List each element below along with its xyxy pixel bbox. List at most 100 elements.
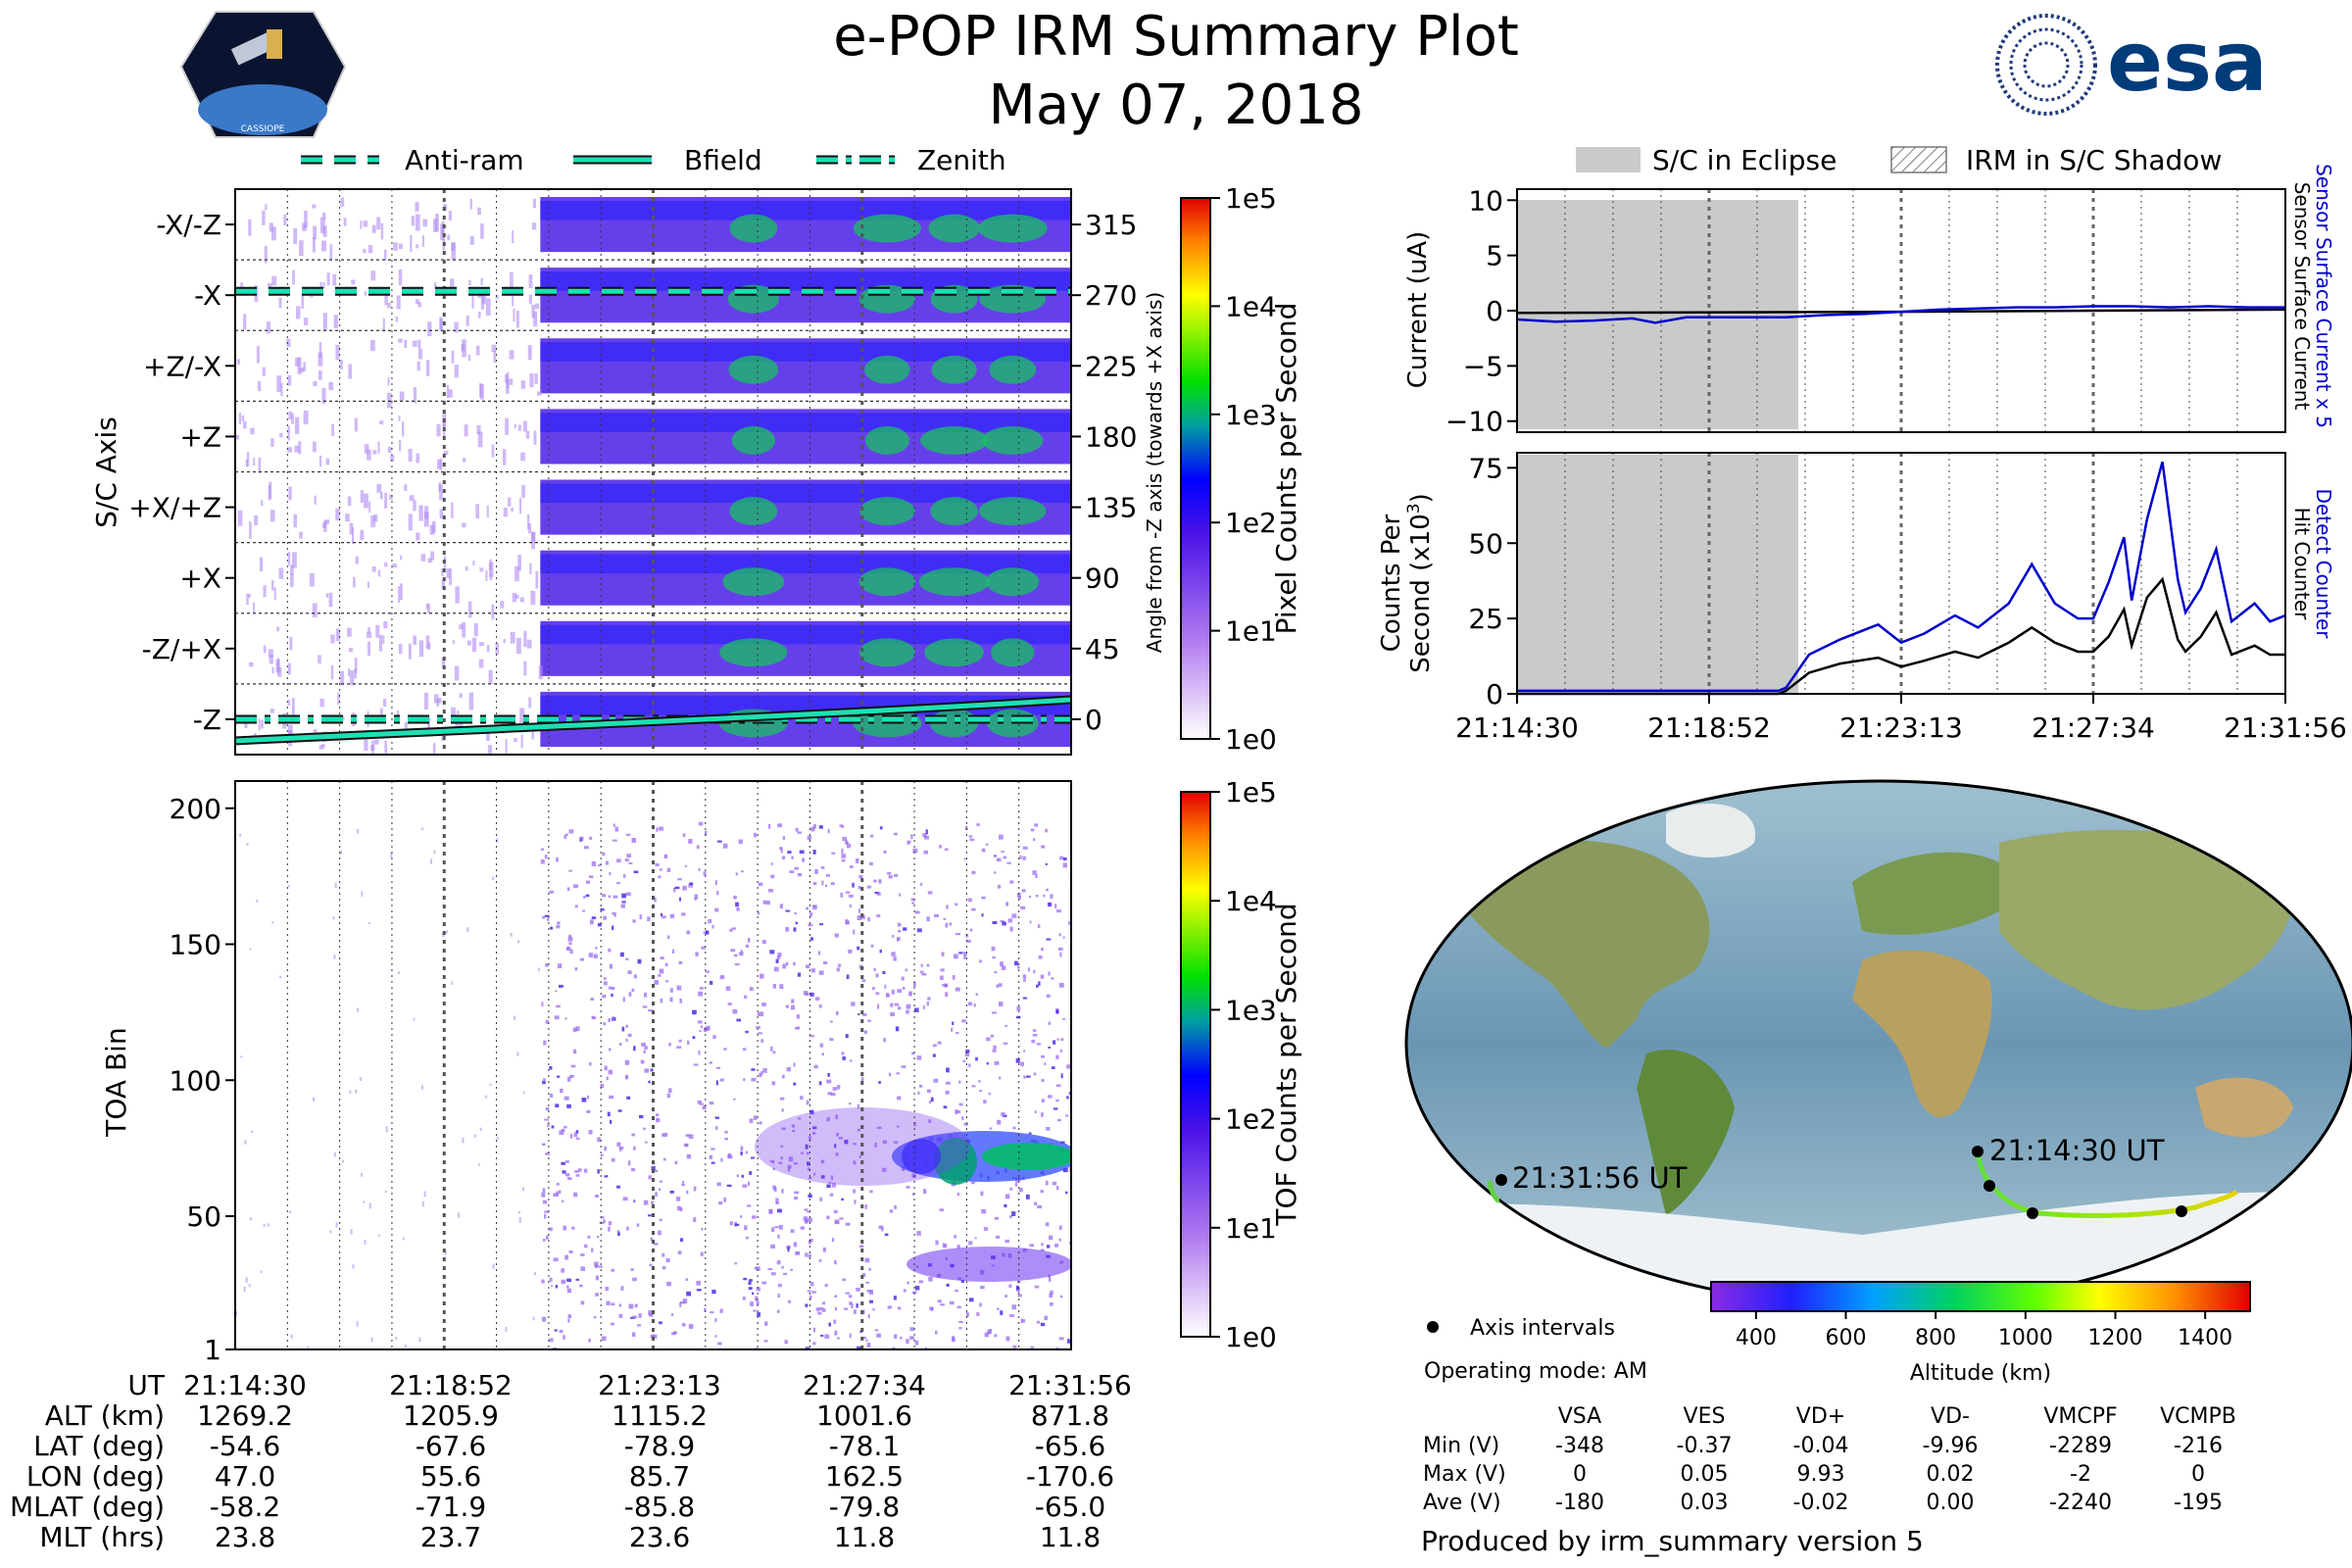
tof-speckle: [659, 826, 663, 831]
tof-speckle: [612, 895, 618, 899]
tof-speckle: [1005, 1336, 1010, 1342]
tof-speckle: [999, 1001, 1004, 1006]
tof-speckle: [686, 1040, 690, 1046]
tof-speckle: [666, 867, 671, 872]
tof-speckle: [551, 1125, 555, 1129]
tof-speckle: [791, 1124, 796, 1128]
tof-speckle: [776, 955, 781, 959]
pixel-colorbar-label: Pixel Counts per Second: [1270, 303, 1302, 635]
tof-speckle: [906, 1004, 911, 1009]
pixel-hotspot: [864, 426, 909, 455]
pixel-speckle: [418, 640, 424, 658]
current-ytick-label: 10: [1468, 184, 1503, 217]
tof-speckle: [543, 1239, 546, 1242]
pixel-speckle: [297, 357, 302, 374]
pixel-hotspot: [986, 567, 1040, 597]
tof-speckle: [829, 1020, 833, 1023]
tof-speckle: [555, 1285, 559, 1289]
pixel-band-core: [540, 201, 1071, 220]
tof-speckle: [595, 1293, 600, 1297]
tof-speckle: [853, 1143, 857, 1146]
tof-speckle: [660, 998, 663, 1004]
tof-speckle: [624, 957, 629, 960]
tof-speckle: [914, 1286, 920, 1291]
tof-speckle: [831, 852, 836, 855]
pixel-speckle: [245, 459, 248, 467]
tof-speckle: [703, 1104, 707, 1108]
pixel-speckle: [335, 628, 340, 641]
tof-speckle: [636, 1223, 640, 1227]
tof-speckle: [893, 873, 899, 877]
pixel-speckle: [270, 510, 275, 522]
tof-speckle: [595, 947, 598, 950]
pixel-hotspot: [920, 426, 989, 455]
tof-speckle: [956, 1305, 961, 1309]
tof-speckle: [856, 1303, 858, 1308]
tof-speckle: [958, 1080, 961, 1084]
tof-speckle: [693, 1186, 697, 1192]
tof-speckle: [935, 1240, 939, 1246]
tof-speckle: [793, 1082, 797, 1086]
pixel-speckle: [413, 500, 416, 512]
pixel-speckle: [529, 372, 534, 388]
tof-speckle: [590, 997, 595, 1001]
tof-speckle: [279, 975, 282, 979]
pixel-ylabel: S/C Axis: [90, 416, 122, 528]
ephemeris-cell: 162.5: [825, 1460, 904, 1493]
tof-speckle: [787, 1166, 791, 1172]
tof-speckle: [992, 956, 996, 959]
tof-speckle: [643, 992, 648, 998]
tof-speckle: [976, 823, 980, 826]
ephemeris-cell: 21:31:56: [1008, 1369, 1132, 1401]
pixel-speckle: [324, 519, 330, 524]
tof-speckle: [709, 1154, 713, 1159]
tof-speckle: [754, 832, 758, 838]
tof-speckle: [1063, 857, 1067, 861]
pixel-axis-label: -Z/+X: [142, 633, 221, 665]
ephemeris-cell: -71.9: [416, 1491, 486, 1523]
pixel-speckle: [393, 242, 398, 251]
voltage-cell: 0: [2191, 1462, 2205, 1487]
tof-speckle: [997, 1119, 1002, 1125]
tof-speckle: [710, 1148, 715, 1151]
tof-speckle: [628, 992, 632, 997]
tof-speckle: [541, 1316, 547, 1322]
pixel-speckle: [309, 572, 315, 587]
tof-speckle: [1009, 880, 1014, 884]
tof-speckle: [916, 1231, 921, 1236]
tof-speckle: [564, 1017, 567, 1020]
tof-speckle: [768, 888, 773, 893]
tof-speckle: [748, 1281, 752, 1286]
tof-speckle: [357, 828, 360, 834]
pixel-speckle: [505, 417, 509, 435]
tof-speckle: [743, 1048, 747, 1052]
tof-speckle: [575, 1026, 580, 1031]
tof-speckle: [930, 1307, 934, 1311]
bfield-line: [234, 697, 1072, 744]
pixel-speckle: [413, 386, 417, 404]
pixel-speckle: [299, 531, 303, 539]
tof-speckle: [748, 1287, 753, 1291]
tof-speckle: [240, 1055, 243, 1058]
tof-speckle: [633, 870, 639, 874]
tof-speckle: [776, 1309, 780, 1313]
tof-speckle: [1028, 895, 1032, 899]
tof-speckle: [971, 1085, 976, 1088]
pixel-axis-label: -Z: [193, 704, 221, 736]
pixel-axis-label: -X: [194, 279, 221, 312]
voltage-header: VD-: [1931, 1404, 1970, 1429]
tof-speckle: [739, 952, 744, 956]
land-asia: [1999, 829, 2294, 1010]
pixel-speckle: [410, 234, 413, 252]
tof-speckle: [736, 1018, 742, 1022]
pixel-speckle: [379, 420, 384, 425]
tof-speckle: [696, 845, 700, 850]
tof-speckle: [775, 958, 779, 963]
tof-speckle: [826, 1215, 830, 1220]
tof-colorbar-label: TOF Counts per Second: [1270, 903, 1302, 1226]
tof-speckle: [1033, 969, 1036, 974]
tof-speckle: [745, 944, 750, 949]
pixel-speckle: [270, 226, 276, 241]
pixel-speckle: [304, 211, 308, 228]
tof-speckle: [927, 891, 933, 895]
